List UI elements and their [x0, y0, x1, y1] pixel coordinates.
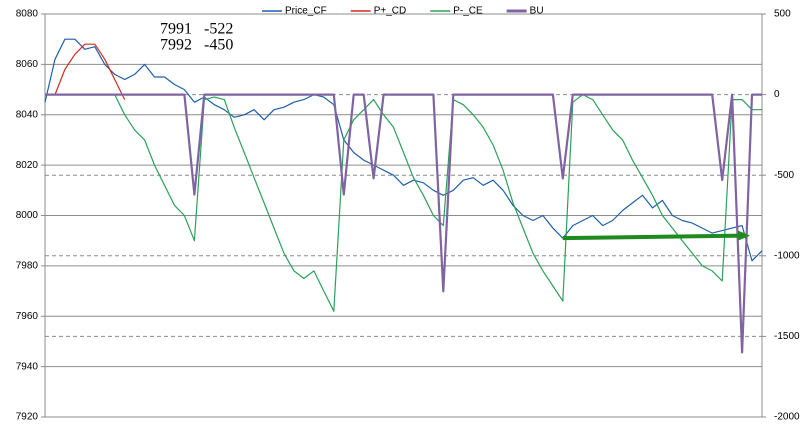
y-tick-label: 7960: [16, 311, 39, 322]
legend-label: Price_CF: [285, 6, 327, 17]
y-tick-label: 8060: [16, 59, 39, 70]
y2-tick-label: -1000: [774, 250, 800, 261]
series-line: [54, 43, 126, 100]
y-tick-label: 7940: [16, 361, 39, 372]
y2-tick-label: 0: [774, 89, 780, 100]
trend-line: [562, 233, 743, 241]
y-tick-label: 7980: [16, 261, 39, 272]
legend-label: P+_CD: [374, 6, 407, 17]
y-tick-label: 8020: [16, 160, 39, 171]
series-line: [44, 38, 763, 262]
y2-tick-label: -500: [774, 170, 794, 181]
y-tick-label: 8080: [16, 9, 39, 20]
legend-label: P-_CE: [453, 6, 483, 17]
legend-label: BU: [530, 6, 544, 17]
y2-tick-label: 500: [774, 9, 791, 20]
annotation: 7992 -450: [160, 37, 233, 54]
y-tick-label: 8040: [16, 109, 39, 120]
y2-tick-label: -1500: [774, 331, 800, 342]
annotation: 7991 -522: [160, 21, 233, 38]
y-tick-label: 8000: [16, 210, 39, 221]
trend-arrowhead: [738, 230, 751, 241]
series-line: [114, 94, 762, 312]
y-tick-label: 7920: [16, 412, 39, 423]
y2-tick-label: -2000: [774, 412, 800, 423]
series-line: [45, 93, 762, 354]
